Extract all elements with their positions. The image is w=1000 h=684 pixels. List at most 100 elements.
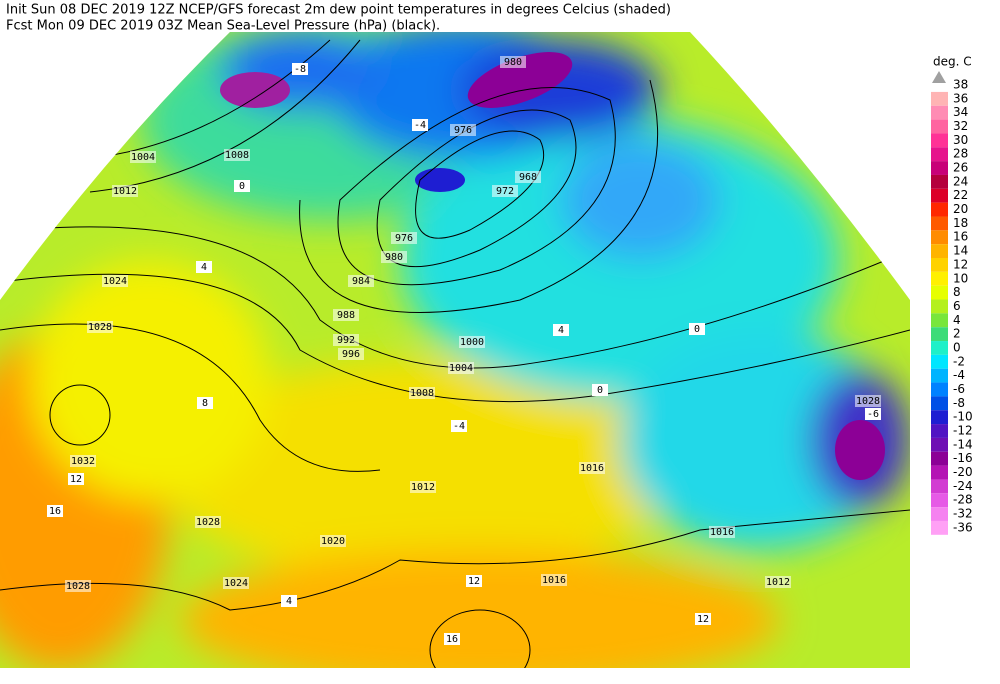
isobar-label: 996 (342, 349, 360, 360)
isobar-label-bg (87, 321, 113, 333)
legend-label: 28 (953, 147, 968, 161)
legend-swatch (931, 437, 948, 452)
legend-label: -4 (953, 368, 965, 382)
legend-swatch (931, 299, 948, 314)
isobar-label: 1012 (766, 577, 790, 588)
legend-label: 20 (953, 202, 968, 216)
isobar-label-bg (515, 171, 541, 183)
legend-swatch (931, 188, 948, 203)
isobar-label-bg (195, 516, 221, 528)
dewpoint-label-bg (292, 63, 308, 75)
legend-arrow (932, 71, 946, 83)
legend-label: 22 (953, 188, 968, 202)
legend-label: 2 (953, 327, 961, 341)
isobar-label: 992 (337, 335, 355, 346)
isobar-label: 1016 (542, 575, 566, 586)
dewpoint-label: 16 (49, 506, 61, 517)
legend-label: 32 (953, 119, 968, 133)
legend-swatch (931, 451, 948, 466)
legend-swatch (931, 174, 948, 189)
dewpoint-label-bg (695, 613, 711, 625)
isobar-label: 1004 (449, 363, 473, 374)
map-area: 1004 1008 1012 1024 1028 1032 1028 1028 1024 1020… (0, 32, 910, 668)
legend-swatch (931, 424, 948, 438)
legend-label: -12 (953, 424, 973, 438)
dewpoint-label: 0 (239, 181, 245, 192)
isobar-label: 968 (519, 172, 537, 183)
isobar-label-bg (333, 309, 359, 321)
isobar-label: 1012 (411, 482, 435, 493)
isobar-label-bg (541, 574, 567, 586)
isobar-label-bg (224, 149, 250, 161)
legend-swatch (931, 341, 948, 355)
legend-swatch (931, 493, 948, 508)
dewpoint-label: 8 (202, 398, 208, 409)
legend-swatch (931, 285, 948, 300)
legend-swatch (931, 479, 948, 494)
header-line-1: Init Sun 08 DEC 2019 12Z NCEP/GFS foreca… (6, 3, 671, 18)
dewpoint-label-bg (466, 575, 482, 587)
legend-label: 30 (953, 133, 968, 147)
isobar-label: 1016 (710, 527, 734, 538)
isobar-label-bg (70, 455, 96, 467)
isobar-label: 976 (395, 233, 413, 244)
legend-swatch (931, 410, 948, 425)
isobar-label-bg (500, 56, 526, 68)
dewpoint-label-bg (47, 505, 63, 517)
isobar-label-bg (65, 580, 91, 592)
legend-label: -10 (953, 410, 973, 424)
legend-swatch (931, 396, 948, 411)
isobar-label-bg (765, 576, 791, 588)
legend-swatch (931, 244, 948, 258)
isobar-label-bg (448, 362, 474, 374)
dewpoint-label-bg (689, 323, 705, 335)
legend-label: -36 (953, 520, 973, 534)
isobar-label-bg (855, 395, 881, 407)
isobar-label: 1004 (131, 152, 155, 163)
legend-swatch (931, 91, 948, 106)
isobar-label-bg (709, 526, 735, 538)
isobar-label: 1028 (196, 517, 220, 528)
dewpoint-label-bg (444, 633, 460, 645)
isobar-label-bg (391, 232, 417, 244)
isobar-label-bg (102, 275, 128, 287)
legend-label: -14 (953, 437, 973, 451)
legend-swatch (931, 520, 948, 535)
isobar-label: 1024 (224, 578, 248, 589)
legend-label: 14 (953, 244, 968, 258)
isobar-label: 984 (352, 276, 370, 287)
legend-label: 10 (953, 271, 968, 285)
legend-swatch (931, 271, 948, 286)
legend-swatch (931, 119, 948, 134)
isobar-label-bg (492, 185, 518, 197)
dewpoint-label: 0 (694, 324, 700, 335)
legend-label: 8 (953, 285, 961, 299)
legend-label: -6 (953, 382, 965, 396)
isobar-label: 980 (385, 252, 403, 263)
legend-label: 36 (953, 91, 968, 105)
legend-swatch (931, 230, 948, 245)
isobar-label-bg (410, 481, 436, 493)
dewpoint-label-bg (68, 473, 84, 485)
isobar-label-bg (338, 348, 364, 360)
legend-label: -20 (953, 465, 973, 479)
dewpoint-label-bg (197, 397, 213, 409)
isobar-label: 1000 (460, 337, 484, 348)
dewpoint-label: 12 (697, 614, 709, 625)
dewpoint-label-bg (553, 324, 569, 336)
legend-swatch (931, 161, 948, 175)
map-labels: 1004 1008 1012 1024 1028 1032 1028 1028 1024 1020… (47, 56, 881, 645)
isobar-label: 1012 (113, 186, 137, 197)
dewpoint-label: -4 (453, 421, 465, 432)
dewpoint-label: 12 (70, 474, 82, 485)
legend-swatch (931, 202, 948, 217)
dewpoint-label-bg (196, 261, 212, 273)
isobar-label: 1028 (88, 322, 112, 333)
legend-label: 12 (953, 257, 968, 271)
legend-label: -24 (953, 479, 973, 493)
isobar-label: 980 (504, 57, 522, 68)
legend-swatch (931, 313, 948, 328)
legend-swatch (931, 105, 948, 120)
legend-swatch (931, 216, 948, 231)
